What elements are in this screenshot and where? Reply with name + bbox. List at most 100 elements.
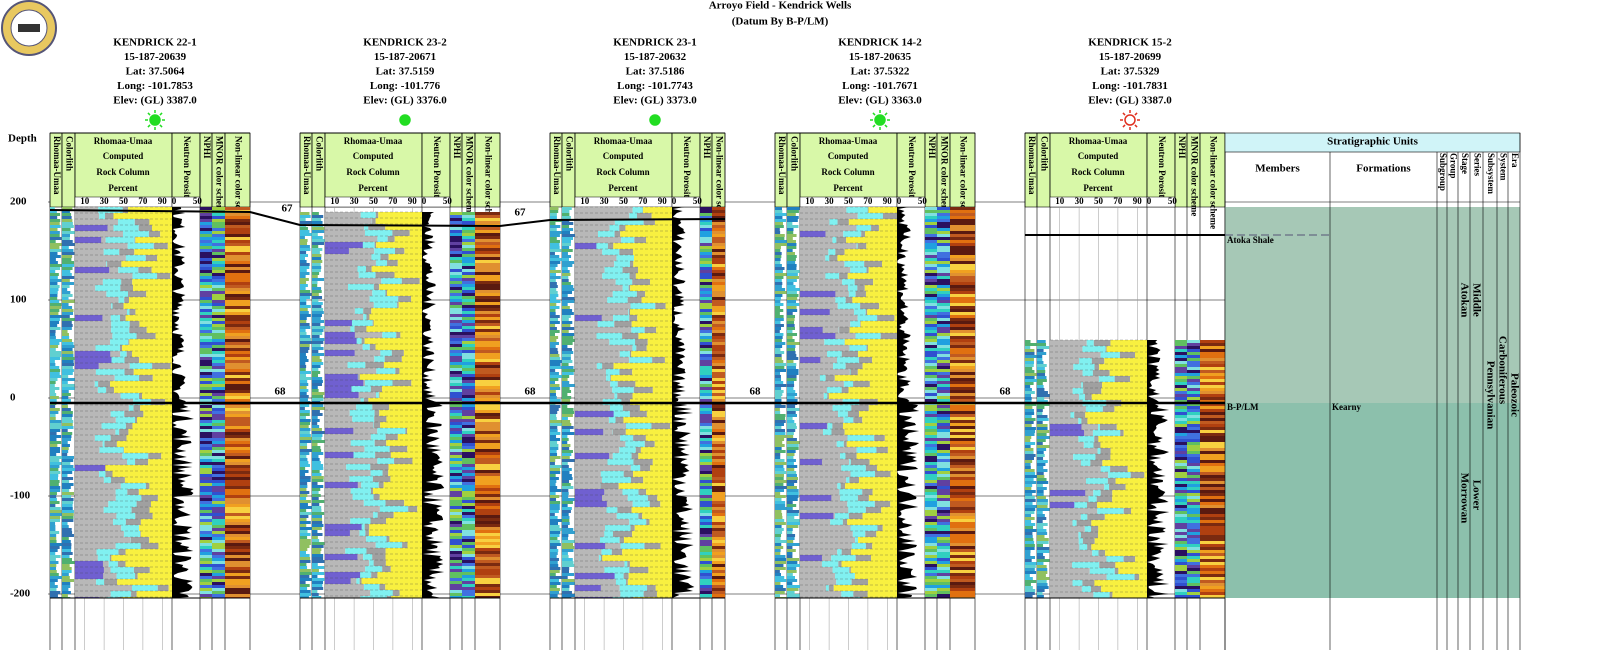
log-stripe [1175,352,1187,355]
track-title: Non-linear color scheme [1208,136,1218,229]
log-stripe [550,336,559,339]
log-stripe [1175,448,1187,451]
lith-cell [358,272,376,278]
log-stripe [200,426,212,429]
lith-cell [170,273,172,279]
log-stripe [462,230,475,233]
lith-cell [597,321,615,327]
lith-cell [1050,394,1080,400]
log-stripe [200,594,212,597]
log-stripe [1025,409,1034,412]
log-stripe [212,228,225,231]
lith-cell [359,530,366,536]
log-stripe [1200,481,1225,484]
lith-cell [858,351,897,357]
well-symbol-ray [1122,112,1126,116]
log-stripe [462,578,475,581]
lith-cell [631,477,644,483]
lith-cell [845,363,863,369]
rock-subtitle: Rock Column [596,167,649,177]
log-stripe [312,491,319,494]
lith-cell [325,290,373,296]
log-stripe [50,453,57,456]
lith-cell [656,591,672,597]
log-stripe [212,288,225,291]
well-symbol [149,114,161,126]
log-stripe [1025,400,1032,403]
log-stripe [200,366,212,369]
log-stripe [775,459,785,462]
well-logs [50,206,250,598]
lith-cell [325,518,351,524]
log-stripe [475,323,500,326]
lith-cell [389,536,422,542]
log-stripe [950,552,975,555]
log-stripe [550,480,557,483]
lith-cell [882,261,897,267]
log-stripe [450,554,462,557]
log-stripe [950,579,975,582]
lith-cell [127,243,154,249]
log-stripe [300,566,308,569]
log-stripe [50,444,58,447]
log-stripe [300,458,308,461]
log-stripe [700,342,712,345]
log-stripe [712,513,725,516]
log-stripe [62,243,75,246]
log-stripe [450,458,462,461]
log-stripe [712,357,725,360]
log-stripe [450,572,462,575]
lith-cell [1083,388,1102,394]
log-stripe [1037,403,1050,406]
lith-cell [354,326,367,332]
log-stripe [787,465,798,468]
log-stripe [937,255,950,258]
log-stripe [550,330,560,333]
log-stripe [562,384,575,387]
log-stripe [62,258,72,261]
log-stripe [462,221,475,224]
log-stripe [775,453,781,456]
log-stripe [712,465,725,468]
lith-cell [872,543,897,549]
lith-cell [75,501,109,507]
log-stripe [225,540,250,543]
log-stripe [1187,451,1200,454]
log-stripe [50,459,60,462]
lith-cell [75,369,96,375]
lith-cell [575,225,610,231]
lith-cell [575,279,616,285]
lith-cell [850,369,858,375]
rock-tick-label: 50 [369,196,379,206]
log-stripe [312,296,323,299]
log-stripe [450,386,462,389]
log-stripe [462,428,475,431]
log-stripe [787,522,800,525]
log-stripe [1037,388,1045,391]
log-stripe [300,530,308,533]
log-stripe [475,305,500,308]
lith-cell [125,549,172,555]
lith-cell [655,585,672,591]
log-stripe [550,393,556,396]
lith-cell [625,429,672,435]
log-stripe [212,453,225,456]
log-stripe [62,522,68,525]
log-stripe [50,228,58,231]
log-stripe [925,429,937,432]
log-stripe [775,573,781,576]
log-stripe [787,234,797,237]
log-stripe [475,497,500,500]
lith-cell [623,417,672,423]
lith-cell [325,332,355,338]
lith-cell [75,489,116,495]
lith-cell [138,393,143,399]
log-stripe [937,507,950,510]
log-stripe [62,369,74,372]
strat-column-title: Members [1255,163,1300,175]
log-stripe [62,222,73,225]
log-stripe [925,339,937,342]
lith-cell [847,411,860,417]
log-stripe [200,228,212,231]
log-stripe [462,479,475,482]
